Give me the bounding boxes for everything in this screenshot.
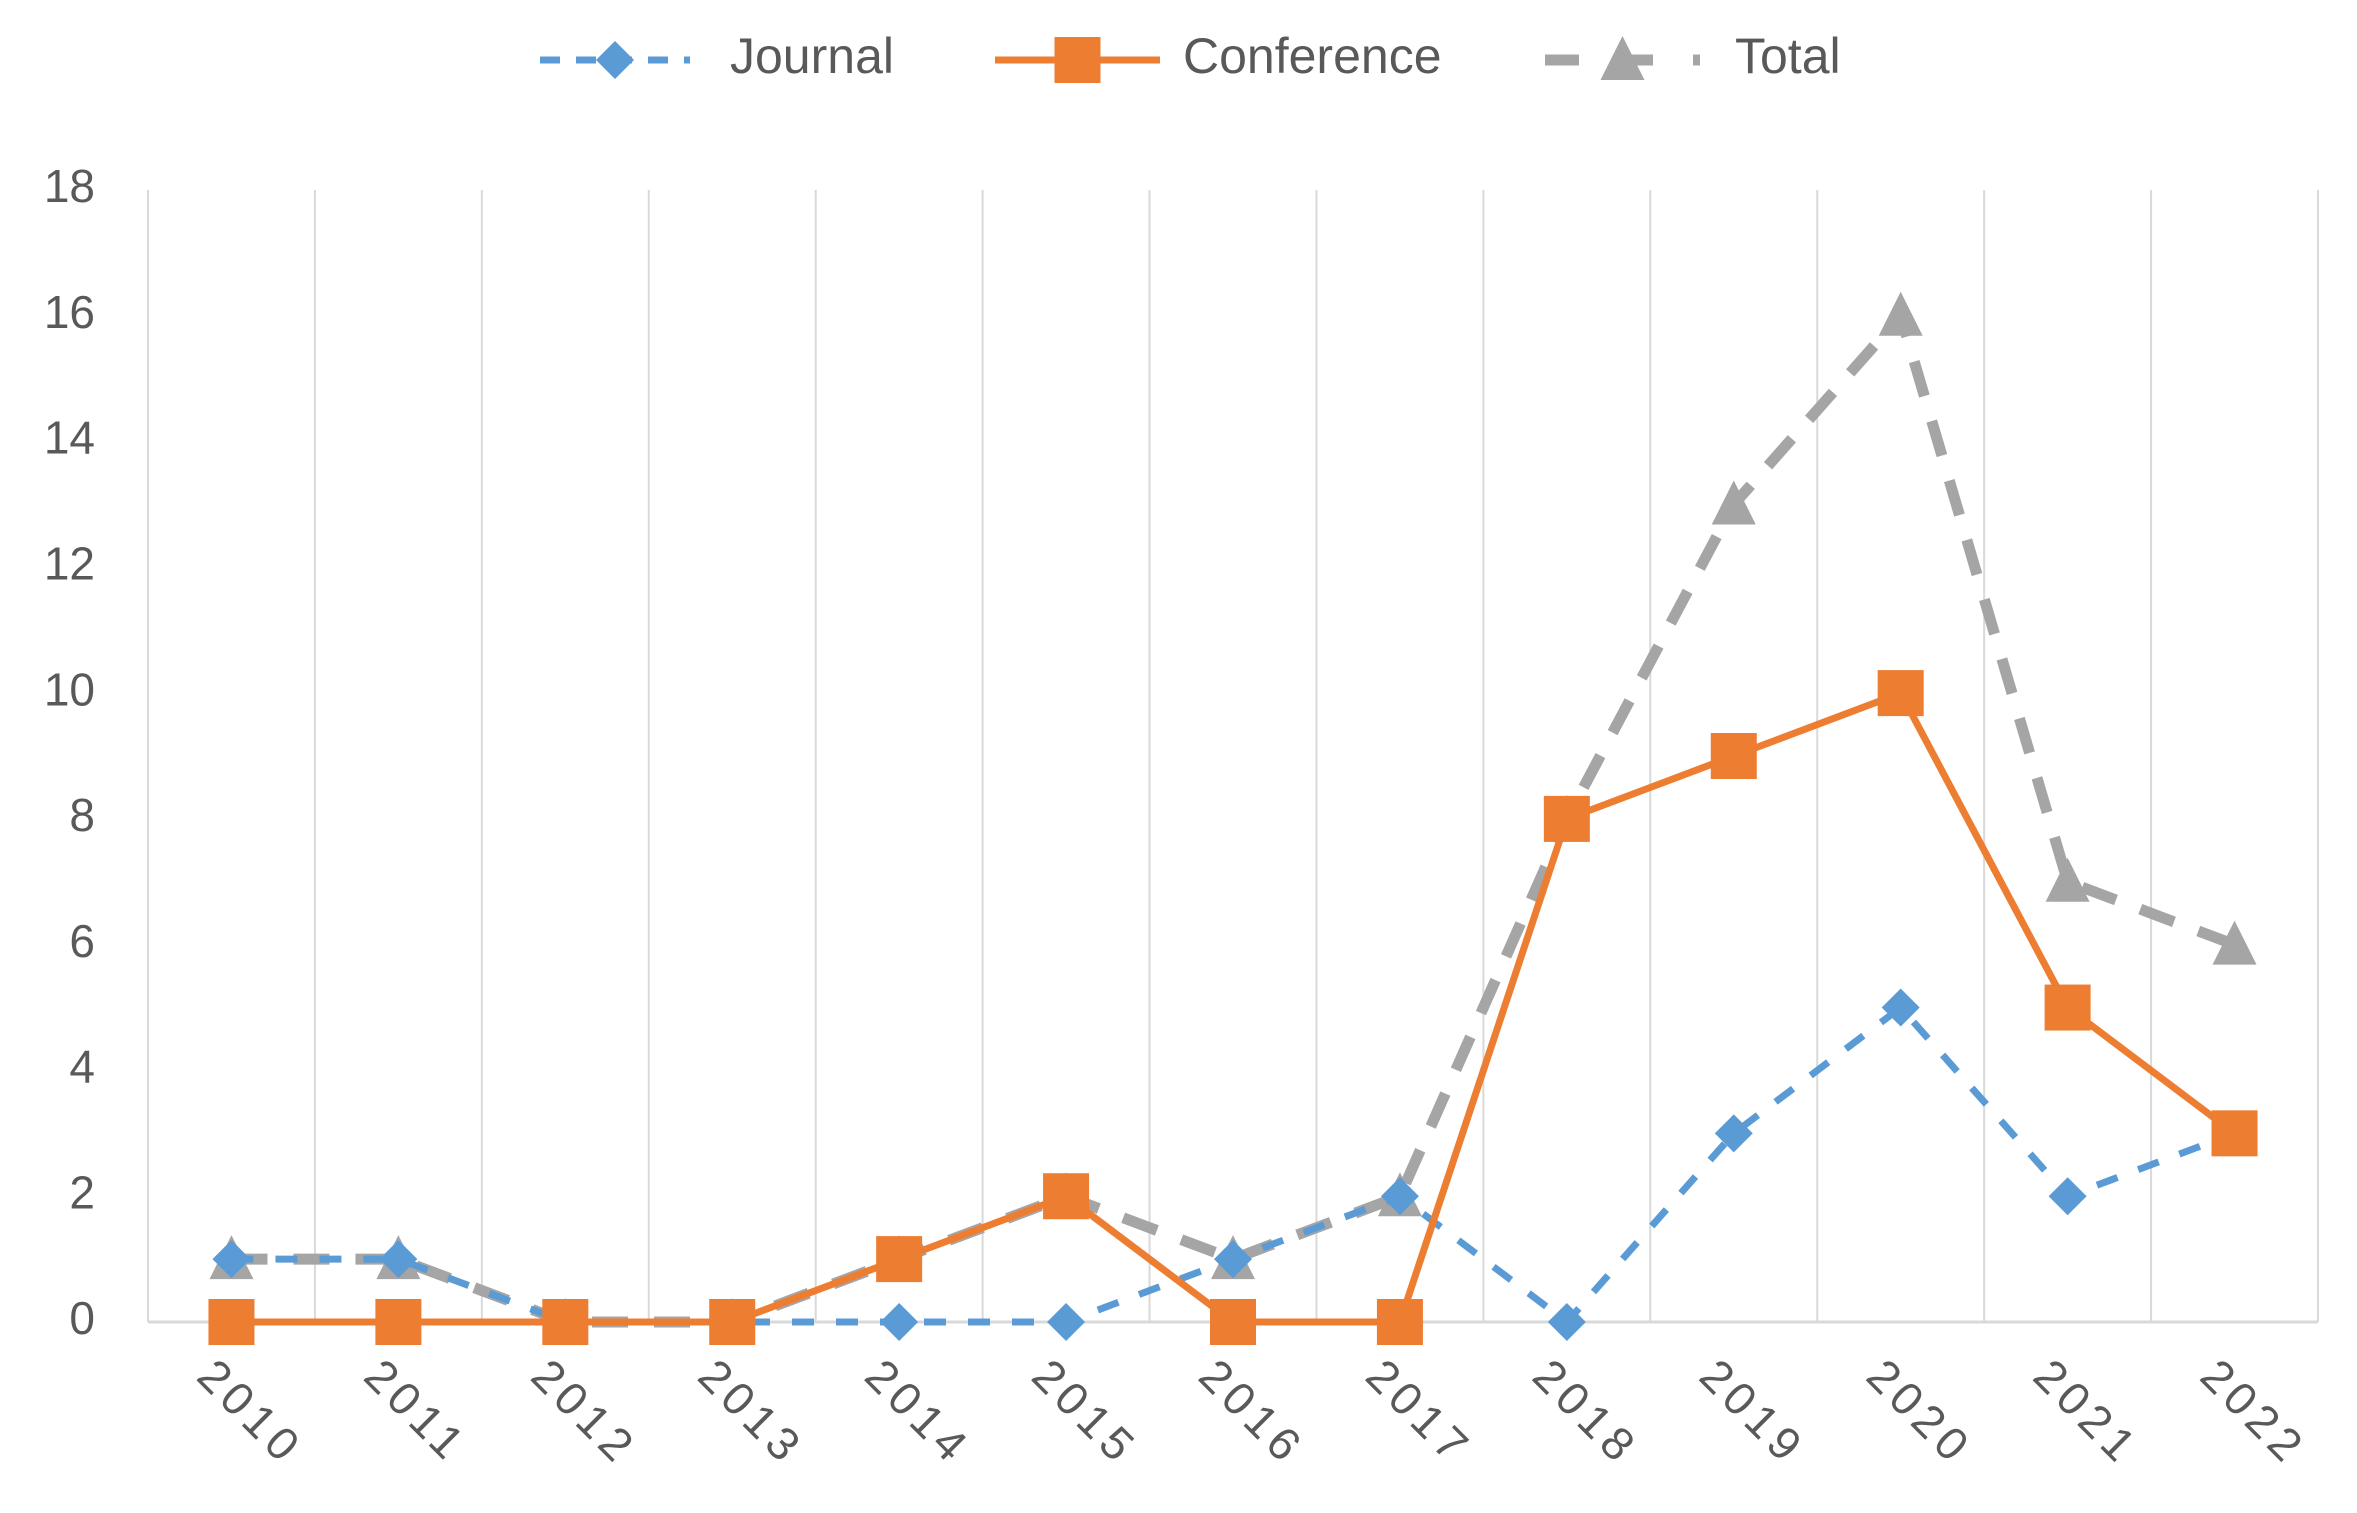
data-point-journal — [212, 1240, 251, 1279]
y-tick-label: 2 — [69, 1166, 95, 1218]
y-tick-label: 12 — [44, 537, 95, 589]
legend: Journal Conference Total — [540, 28, 1841, 84]
data-point-journal — [880, 1303, 919, 1341]
y-tick-label: 14 — [44, 412, 95, 464]
data-point-total — [2212, 920, 2257, 965]
data-point-journal — [1047, 1303, 1086, 1341]
x-tick-label: 2011 — [355, 1349, 479, 1473]
grid-layer — [147, 190, 2319, 1322]
x-tick-label: 2010 — [188, 1349, 314, 1475]
y-tick-label: 8 — [69, 789, 95, 841]
y-tick-label: 4 — [69, 1041, 95, 1093]
data-point-total — [2045, 857, 2090, 902]
x-tick-label: 2019 — [1690, 1349, 1816, 1475]
y-tick-label: 6 — [69, 915, 95, 967]
y-tick-label: 16 — [44, 286, 95, 338]
data-point-total — [1711, 480, 1756, 525]
data-point-journal — [379, 1240, 418, 1279]
data-point-conference — [709, 1299, 756, 1345]
data-point-total — [1878, 291, 1923, 336]
data-point-conference — [1210, 1299, 1256, 1345]
data-point-journal — [1714, 1114, 1753, 1153]
data-point-conference — [375, 1299, 422, 1345]
legend-item-conference: Conference — [995, 28, 1442, 84]
data-point-conference — [1543, 795, 1590, 842]
data-point-conference — [1376, 1299, 1423, 1345]
data-point-conference — [542, 1299, 589, 1345]
y-tick-label: 18 — [44, 160, 95, 212]
series-conference — [208, 670, 2258, 1345]
legend-label-conference: Conference — [1183, 28, 1442, 84]
series-total — [209, 291, 2257, 1342]
data-point-journal — [2048, 1177, 2087, 1216]
x-tick-label: 2018 — [1523, 1349, 1649, 1475]
series-layer — [208, 291, 2258, 1345]
legend-marker-conference — [1054, 37, 1101, 83]
legend-marker-journal — [596, 41, 634, 79]
legend-label-journal: Journal — [730, 28, 894, 84]
data-point-conference — [1710, 733, 1757, 779]
series-line-conference — [231, 689, 2237, 1326]
x-tick-label: 2022 — [2191, 1349, 2317, 1475]
data-point-conference — [2211, 1110, 2258, 1157]
data-point-conference — [208, 1299, 255, 1345]
x-tick-label: 2020 — [1857, 1349, 1983, 1475]
y-tick-label: 0 — [69, 1292, 95, 1344]
data-point-conference — [2044, 984, 2091, 1031]
data-point-conference — [876, 1236, 923, 1283]
series-journal — [212, 988, 2254, 1341]
data-point-journal — [1547, 1303, 1586, 1341]
legend-item-journal: Journal — [540, 28, 894, 84]
legend-marker-total — [1600, 36, 1645, 80]
x-tick-label: 2013 — [689, 1349, 815, 1475]
legend-item-total: Total — [1545, 28, 1841, 84]
x-tick-label: 2015 — [1022, 1349, 1148, 1475]
x-tick-label: 2021 — [2024, 1349, 2150, 1475]
data-point-journal — [1881, 988, 1920, 1027]
y-tick-label: 10 — [44, 663, 95, 715]
x-tick-label: 2012 — [522, 1349, 648, 1475]
legend-label-total: Total — [1735, 28, 1841, 84]
data-point-conference — [1043, 1173, 1090, 1220]
data-point-journal — [1214, 1240, 1252, 1279]
data-point-journal — [1380, 1177, 1419, 1216]
x-tick-label: 2017 — [1356, 1349, 1482, 1475]
data-point-conference — [1877, 670, 1924, 717]
series-line-total — [231, 310, 2237, 1328]
x-tick-label: 2014 — [855, 1349, 981, 1475]
x-tick-label: 2016 — [1189, 1349, 1315, 1475]
